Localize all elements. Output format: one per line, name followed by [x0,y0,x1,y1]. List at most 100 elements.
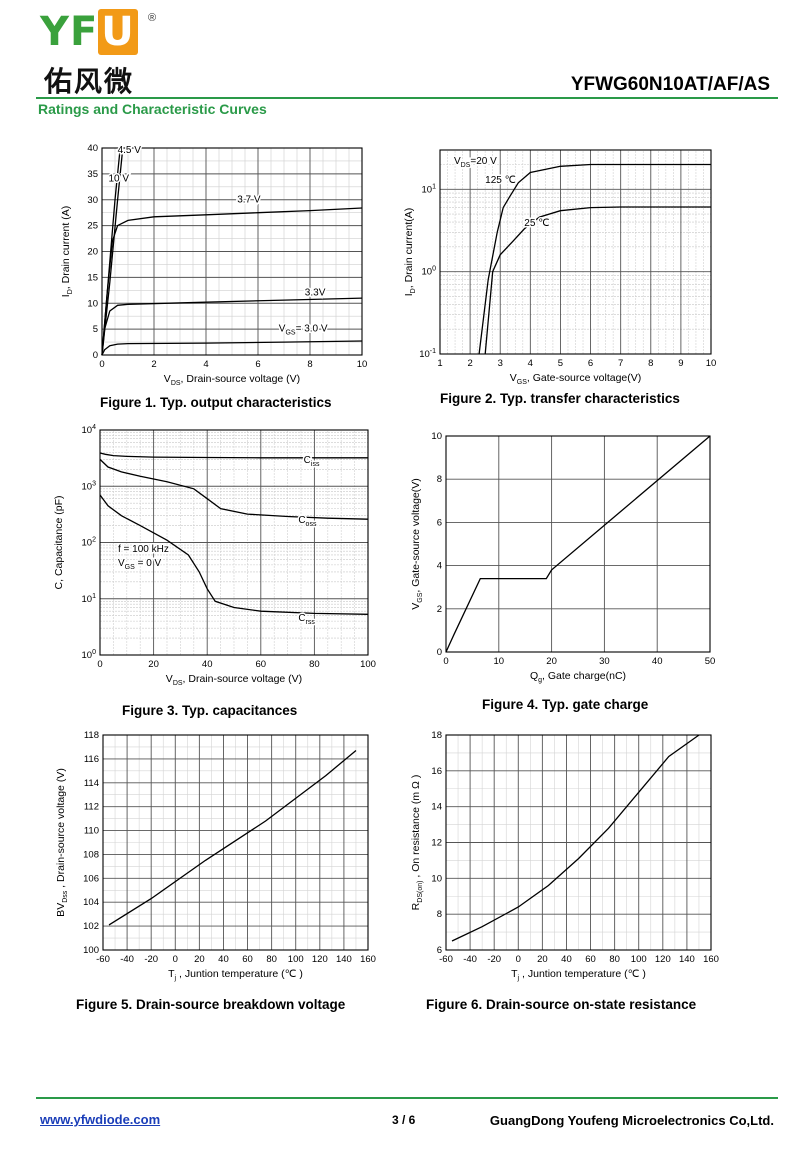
x-axis-label: Tj​ , Juntion temperature (℃ ) [511,968,646,982]
x-tick-label: 160 [360,954,376,965]
y-tick-label: 2 [437,604,442,615]
series-line [99,458,369,520]
series-label: Coss​ [298,515,317,528]
plot-frame [439,149,712,355]
plot-frame [445,435,711,653]
x-tick-label: 0 [443,656,448,667]
x-tick-label: 6 [255,359,260,370]
series-line [99,452,368,459]
x-tick-label: 60 [585,954,596,965]
y-tick-label: 100 [83,945,99,956]
figure-4-chart: 0 10 20 30 40 50 0 2 4 6 8 10 Qg​, Gate charge(nC) VG… [410,431,716,684]
logo-wordmark: YFU [40,9,138,55]
y-tick-label: 106 [83,873,99,884]
logo-chinese-name: 佑风微 [44,65,135,98]
x-tick-label: 0 [99,359,104,370]
series-label: 10 V [109,174,130,185]
company-logo: YFU ® 佑风微 [40,9,160,98]
x-tick-label: 60 [242,954,253,965]
y-tick-label: 0 [93,350,98,361]
x-axis-label: VGS​, Gate-source voltage(V) [510,372,642,386]
x-tick-label: 20 [537,954,548,965]
x-tick-label: 10 [494,656,505,667]
x-tick-label: 8 [648,358,653,369]
y-tick-label: 40 [87,143,98,154]
grid [99,429,369,656]
y-tick-label: 0 [437,647,442,658]
y-tick-label: 101 [82,593,97,605]
y-tick-label: 35 [87,169,98,180]
x-tick-label: 7 [618,358,623,369]
x-tick-label: 50 [705,656,716,667]
x-tick-label: 100 [288,954,304,965]
x-tick-label: -60 [96,954,110,965]
x-tick-label: 20 [194,954,205,965]
x-tick-label: -40 [120,954,134,965]
y-tick-label: 104 [83,897,99,908]
page-number: 3 / 6 [392,1113,416,1127]
x-tick-label: 60 [256,659,267,670]
series-line [484,206,711,355]
section-title: Ratings and Characteristic Curves [38,101,267,117]
x-tick-label: 9 [678,358,683,369]
y-tick-label: 8 [437,474,442,485]
y-axis-label: VGS​, Gate-source voltage(V) [410,478,424,610]
y-axis-label: ID​, Drain current (A) [60,206,74,297]
x-tick-label: 4 [203,359,208,370]
x-tick-label: 40 [202,659,213,670]
x-axis-label: Tj​ , Juntion temperature (℃ ) [168,968,303,982]
x-axis-label: VDS​, Drain-source voltage (V) [166,673,302,687]
y-tick-label: 10 [87,298,98,309]
company-name: GuangDong Youfeng Microelectronics Co,Lt… [489,1113,774,1128]
y-tick-label: 110 [84,826,99,837]
x-tick-label: 160 [703,954,719,965]
series-line [101,207,363,356]
series-label: Ciss​ [304,455,320,468]
chart-annotation: f = 100 kHz [118,544,169,555]
y-tick-label: 8 [437,909,442,920]
x-tick-label: 80 [609,954,620,965]
x-tick-label: 3 [498,358,503,369]
x-axis-label: VDS​, Drain-source voltage (V) [164,373,300,387]
figure-3-chart: 0 20 40 60 80 100 100 101 102 103 104 Ciss​ Coss​ Crs… [53,424,376,687]
y-tick-label: 18 [431,730,442,741]
figure-4-caption: Figure 4. Typ. gate charge [482,697,649,712]
y-tick-label: 10-1 [419,348,436,360]
x-tick-label: 120 [655,954,671,965]
registered-mark: ® [148,12,157,24]
grid [445,734,712,951]
series-line [108,750,357,926]
y-tick-label: 20 [87,247,98,258]
x-tick-label: 100 [360,659,376,670]
series-label: 4.5 V [118,145,142,156]
x-tick-label: 0 [97,659,102,670]
x-tick-label: 80 [309,659,320,670]
series-line [101,297,363,356]
plot-frame [101,147,363,356]
x-tick-label: -20 [144,954,158,965]
x-tick-label: 10 [706,358,717,369]
website-link[interactable]: www.yfwdiode.com [40,1112,161,1127]
y-tick-label: 4 [437,561,442,572]
y-tick-label: 118 [84,730,99,741]
series-label: 125 ℃ [485,175,516,186]
grid [439,150,712,355]
y-axis-label: BVDss​ , Drain-source voltage (V) [55,768,69,917]
y-tick-label: 25 [87,221,98,232]
x-tick-label: 10 [357,359,368,370]
y-tick-label: 104 [82,424,97,436]
y-tick-label: 15 [87,272,98,283]
plot-frame [102,734,369,951]
y-tick-label: 112 [84,802,99,813]
y-tick-label: 5 [93,324,98,335]
series-line [101,147,124,356]
x-tick-label: -40 [463,954,477,965]
y-tick-label: 10 [431,873,442,884]
x-tick-label: 2 [467,358,472,369]
y-tick-label: 12 [431,838,442,849]
y-tick-label: 103 [82,480,97,492]
y-tick-label: 116 [84,754,99,765]
chart-annotation: VGS​ = 0 V [118,558,162,571]
x-tick-label: 40 [652,656,663,667]
figure-1-caption: Figure 1. Typ. output characteristics [100,395,332,410]
